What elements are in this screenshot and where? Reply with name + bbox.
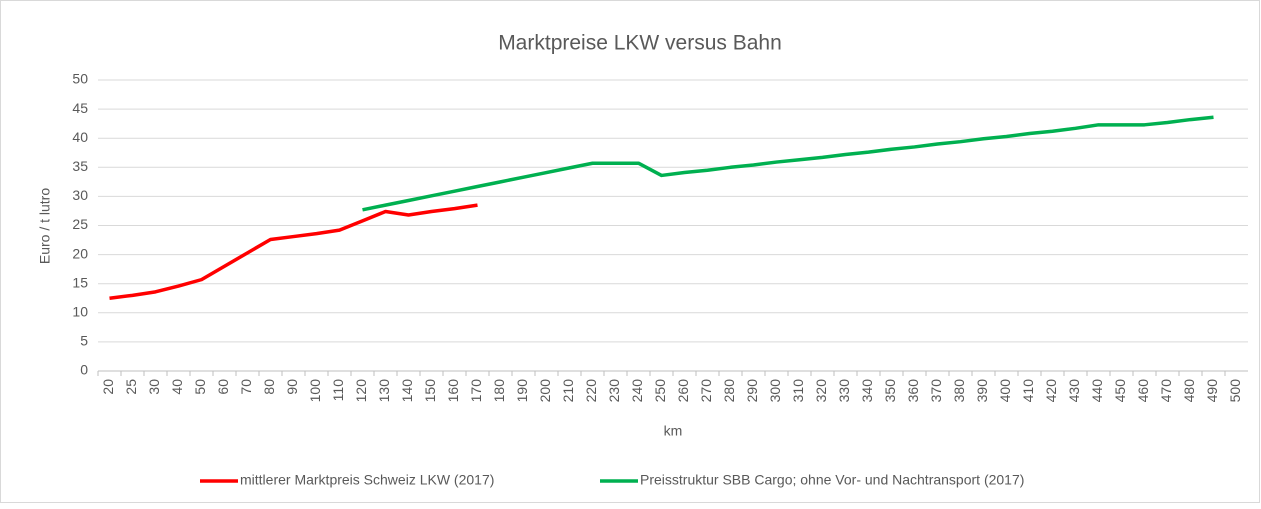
x-tick-label: 210 [560, 379, 576, 403]
y-tick-label: 20 [72, 245, 88, 261]
x-tick-label: 180 [491, 379, 507, 403]
x-tick-label: 40 [169, 379, 185, 395]
x-tick-label: 430 [1066, 379, 1082, 403]
y-tick-label: 50 [72, 71, 88, 87]
y-tick-label: 40 [72, 129, 88, 145]
x-tick-label: 250 [652, 379, 668, 403]
x-tick-label: 480 [1181, 379, 1197, 403]
x-tick-label: 410 [1020, 379, 1036, 403]
x-tick-label: 90 [284, 379, 300, 395]
x-tick-label: 400 [997, 379, 1013, 403]
y-tick-label: 15 [72, 274, 88, 290]
x-tick-label: 300 [767, 379, 783, 403]
x-tick-label: 350 [882, 379, 898, 403]
legend-label: mittlerer Marktpreis Schweiz LKW (2017) [240, 472, 494, 488]
x-tick-label: 340 [859, 379, 875, 403]
x-tick-label: 290 [744, 379, 760, 403]
x-tick-label: 170 [468, 379, 484, 403]
x-tick-label: 25 [123, 379, 139, 395]
x-tick-label: 80 [261, 379, 277, 395]
x-tick-label: 70 [238, 379, 254, 395]
x-tick-label: 60 [215, 379, 231, 395]
series-line [109, 203, 478, 300]
x-tick-label: 460 [1135, 379, 1151, 403]
x-tick-label: 470 [1158, 379, 1174, 403]
y-tick-label: 30 [72, 187, 88, 203]
x-tick-label: 140 [399, 379, 415, 403]
x-tick-label: 130 [376, 379, 392, 403]
x-tick-label: 380 [951, 379, 967, 403]
x-tick-label: 320 [813, 379, 829, 403]
x-tick-label: 360 [905, 379, 921, 403]
x-tick-label: 240 [629, 379, 645, 403]
x-tick-label: 160 [445, 379, 461, 403]
x-tick-label: 330 [836, 379, 852, 403]
x-tick-label: 120 [353, 379, 369, 403]
y-tick-label: 10 [72, 304, 88, 320]
y-tick-label: 45 [72, 100, 88, 116]
x-tick-label: 500 [1227, 379, 1243, 403]
x-axis-label: km [664, 423, 683, 439]
y-tick-label: 5 [80, 333, 88, 349]
x-tick-label: 20 [100, 379, 116, 395]
y-axis-label: Euro / t lutro [37, 188, 53, 264]
x-tick-label: 50 [192, 379, 208, 395]
x-tick-label: 150 [422, 379, 438, 403]
chart-title: Marktpreise LKW versus Bahn [498, 32, 782, 55]
x-tick-label: 220 [583, 379, 599, 403]
x-tick-label: 100 [307, 379, 323, 403]
x-tick-label: 200 [537, 379, 553, 403]
x-tick-label: 440 [1089, 379, 1105, 403]
x-tick-label: 110 [330, 379, 346, 402]
x-tick-label: 280 [721, 379, 737, 403]
x-tick-label: 450 [1112, 379, 1128, 403]
x-tick-label: 490 [1204, 379, 1220, 403]
x-tick-label: 30 [146, 379, 162, 395]
x-tick-label: 420 [1043, 379, 1059, 403]
series-line [362, 115, 1214, 212]
x-tick-label: 230 [606, 379, 622, 403]
y-tick-label: 35 [72, 158, 88, 174]
x-tick-label: 190 [514, 379, 530, 403]
x-tick-label: 270 [698, 379, 714, 403]
x-tick-label: 370 [928, 379, 944, 403]
x-tick-label: 390 [974, 379, 990, 403]
legend-label: Preisstruktur SBB Cargo; ohne Vor- und N… [640, 472, 1024, 488]
x-tick-label: 310 [790, 379, 806, 403]
y-tick-label: 0 [80, 362, 88, 378]
x-tick-label: 260 [675, 379, 691, 403]
y-tick-label: 25 [72, 216, 88, 232]
